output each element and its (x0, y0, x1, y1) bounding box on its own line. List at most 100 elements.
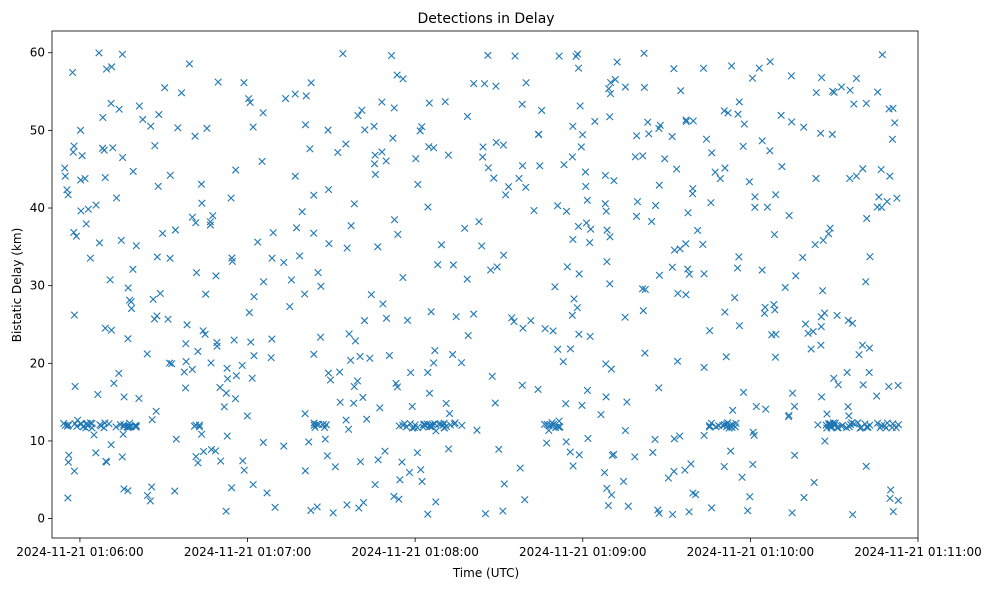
data-point (298, 208, 306, 216)
data-point (576, 102, 584, 110)
data-point (82, 220, 90, 228)
data-point (549, 327, 557, 335)
data-point (530, 206, 538, 215)
data-point (112, 423, 120, 431)
data-point (889, 507, 897, 516)
y-tick-label: 0 (37, 512, 45, 526)
data-point (232, 166, 240, 174)
data-point (752, 402, 761, 411)
data-point (115, 369, 123, 378)
data-point (863, 214, 871, 223)
data-point (543, 420, 551, 429)
data-point (213, 338, 221, 347)
data-point (577, 143, 585, 151)
data-point (668, 263, 677, 271)
data-point (624, 502, 632, 510)
data-point (427, 308, 435, 316)
data-point (90, 431, 98, 439)
data-point (65, 451, 73, 459)
data-point (758, 137, 766, 145)
data-point (351, 337, 360, 345)
data-point (597, 410, 605, 419)
data-point (281, 94, 290, 103)
data-point (470, 79, 478, 88)
data-point (573, 303, 582, 312)
data-point (324, 126, 332, 134)
data-point (668, 510, 677, 519)
data-point (575, 270, 583, 278)
data-point (393, 71, 401, 79)
data-point (212, 272, 220, 280)
data-point (143, 491, 152, 500)
data-point (655, 271, 664, 279)
data-point (603, 484, 611, 492)
data-point (358, 106, 366, 114)
data-point (124, 284, 132, 292)
data-point (61, 164, 69, 172)
data-point (385, 351, 394, 360)
data-point (389, 134, 397, 142)
data-point (817, 322, 825, 331)
data-point (106, 276, 114, 284)
data-point (682, 240, 690, 248)
data-point (858, 341, 867, 349)
data-point (417, 466, 425, 474)
data-point (100, 146, 108, 154)
data-point (342, 416, 350, 424)
data-point (826, 224, 834, 232)
data-point (551, 283, 559, 291)
y-tick-label: 40 (30, 201, 45, 215)
data-point (323, 452, 332, 460)
data-point (613, 58, 621, 66)
data-point (501, 191, 510, 199)
data-point (390, 216, 399, 224)
data-point (865, 344, 874, 352)
data-point (644, 118, 652, 126)
data-point (602, 393, 610, 401)
data-point (396, 476, 404, 484)
data-point (788, 389, 797, 397)
data-point (307, 506, 315, 515)
y-tick-label: 10 (30, 434, 45, 448)
data-point (632, 132, 641, 140)
data-point (880, 421, 889, 430)
data-point (714, 422, 723, 430)
data-point (740, 120, 749, 128)
data-point (722, 353, 730, 361)
data-point (817, 393, 826, 401)
x-tick-label: 2024-11-21 01:08:00 (351, 545, 478, 559)
data-point (406, 420, 415, 428)
data-point (192, 452, 200, 461)
data-point (785, 411, 793, 420)
data-point (848, 510, 857, 519)
data-point (566, 448, 574, 456)
data-point (77, 207, 85, 215)
data-point (894, 381, 902, 390)
data-point (875, 193, 883, 201)
data-point (70, 311, 79, 319)
data-point (621, 426, 630, 435)
data-point (253, 238, 262, 246)
data-point (816, 129, 825, 137)
data-point (515, 174, 523, 183)
data-point (888, 135, 897, 143)
data-point (689, 184, 697, 193)
data-point (172, 435, 180, 443)
data-point (112, 194, 121, 202)
data-point (416, 127, 424, 135)
data-point (434, 261, 442, 269)
data-point (606, 113, 614, 121)
data-point (392, 379, 400, 388)
data-point (102, 65, 111, 73)
data-point (674, 289, 682, 298)
data-point (859, 165, 867, 173)
data-point (602, 207, 610, 215)
data-point (890, 119, 899, 127)
data-point (845, 423, 854, 431)
data-point (475, 217, 483, 226)
data-point (745, 178, 754, 186)
data-point (555, 52, 563, 60)
data-point (259, 109, 267, 117)
data-point (366, 354, 374, 363)
data-point (582, 182, 590, 191)
